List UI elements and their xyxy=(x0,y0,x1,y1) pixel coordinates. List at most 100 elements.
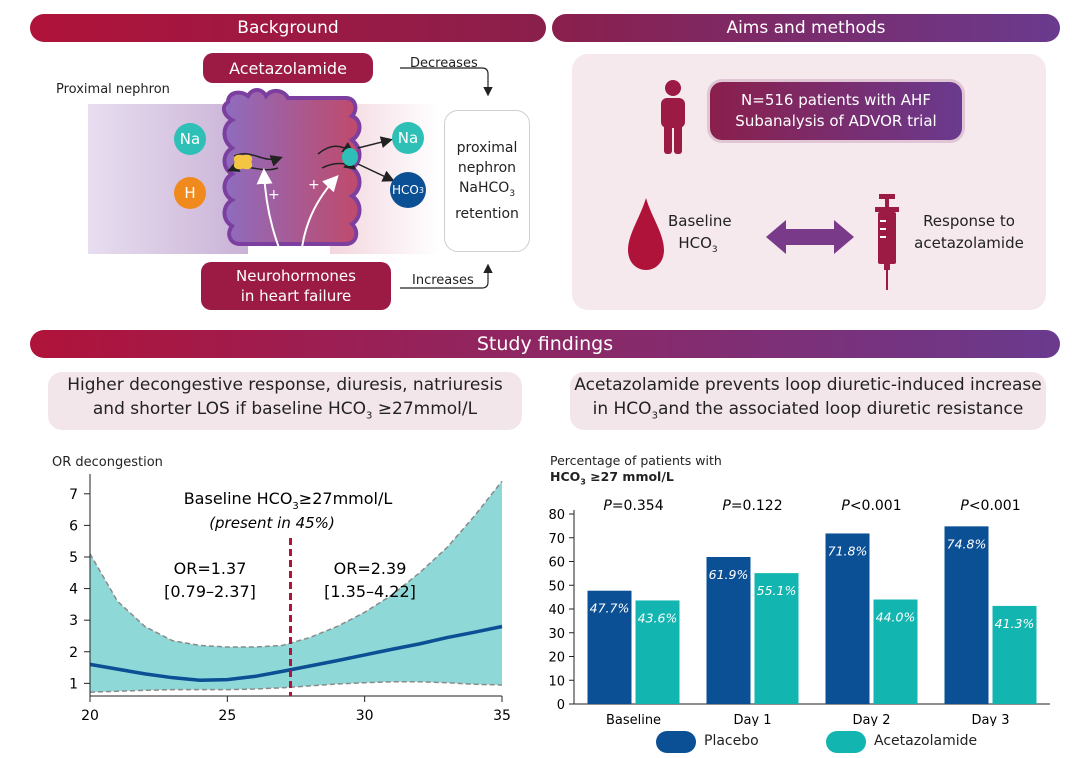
bar-acetazolamide xyxy=(635,600,680,704)
legend-acetazolamide-swatch xyxy=(826,731,866,753)
right-or-value: OR=2.39 xyxy=(334,559,407,578)
na-h-exchange-arrow-out xyxy=(227,160,279,172)
bidirectional-arrow-icon xyxy=(766,220,854,254)
y-tick-label: 4 xyxy=(69,582,78,598)
bar-placebo xyxy=(944,526,989,704)
response-label: Response to acetazolamide xyxy=(914,210,1024,254)
or-decongestion-chart: 1 2 3 4 5 6 7 20 25 30 35 Baseline HCO3≥27mmol/L (pr… xyxy=(69,474,511,724)
left-or-value: OR=1.37 xyxy=(174,559,247,578)
population-line-2: Subanalysis of ADVOR trial xyxy=(735,112,937,130)
bar-value-label: 55.1% xyxy=(757,583,797,598)
or-curve xyxy=(89,624,503,682)
exchanger-icon xyxy=(233,154,253,170)
bar-y-tick-label: 10 xyxy=(548,674,565,689)
legend-acetazolamide-label: Acetazolamide xyxy=(874,733,978,749)
x-tick-label: 35 xyxy=(493,708,511,724)
bar-category-label: Day 1 xyxy=(733,713,771,726)
baseline-line-1: Baseline xyxy=(668,212,732,230)
bar-chart-title: Percentage of patients with HCO3 ≥27 mmo… xyxy=(550,453,722,491)
p-value-label: P=0.122 xyxy=(722,498,782,514)
bar-y-tick-label: 20 xyxy=(548,651,565,666)
bar-category-label: Baseline xyxy=(606,713,661,726)
decreases-arrow xyxy=(400,67,493,97)
p-value-label: P<0.001 xyxy=(841,498,901,514)
aims-banner: Aims and methods xyxy=(552,14,1060,42)
bar-value-label: 74.8% xyxy=(947,536,987,551)
threshold-annotation: Baseline HCO3≥27mmol/L xyxy=(184,489,393,512)
y-tick-label: 2 xyxy=(69,645,78,661)
x-tick-label: 20 xyxy=(81,708,99,724)
y-tick-label: 1 xyxy=(69,676,78,692)
blood-drop-icon xyxy=(628,198,664,270)
lumen-region xyxy=(88,104,248,254)
syringe-icon xyxy=(875,194,899,290)
bar-value-label: 41.3% xyxy=(995,616,1035,631)
hco3-ion: HCO 3 xyxy=(390,172,426,208)
bar-y-tick-label: 70 xyxy=(548,532,565,547)
neurohormone-arrow-right xyxy=(299,175,339,275)
y-tick-label: 3 xyxy=(69,613,78,629)
bar-y-tick-label: 60 xyxy=(548,556,565,571)
finding-right-line-1: Acetazolamide prevents loop diuretic-ind… xyxy=(574,375,1042,396)
neurohormones-line-1: Neurohormones xyxy=(236,267,356,285)
hco3-ion-label: HCO xyxy=(392,183,419,197)
findings-banner: Study findings xyxy=(30,330,1060,358)
na-h-exchange-arrow-in xyxy=(233,153,283,167)
bar-category-label: Day 3 xyxy=(971,713,1009,726)
bar-value-label: 43.6% xyxy=(638,610,678,625)
p-value-label: P<0.001 xyxy=(960,498,1020,514)
finding-right-line-2: in HCO3and the associated loop diuretic … xyxy=(592,399,1024,422)
finding-left-line-2: and shorter LOS if baseline HCO3 ≥27mmol… xyxy=(92,399,478,422)
upper-ci-line xyxy=(89,480,503,648)
bar-y-tick-label: 0 xyxy=(557,698,565,713)
bar-y-tick-label: 80 xyxy=(548,508,565,523)
bar-acetazolamide xyxy=(873,599,918,704)
finding-right: Acetazolamide prevents loop diuretic-ind… xyxy=(570,372,1046,430)
tubular-cell xyxy=(221,88,362,246)
neurohormones-line-2: in heart failure xyxy=(240,287,352,305)
y-tick-label: 7 xyxy=(69,487,78,503)
population-line-1: N=516 patients with AHF xyxy=(741,91,931,109)
hco3-bar-chart: 0 10 20 30 40 50 60 70 80 47.7% 43.6% Baseline P=0.3… xyxy=(548,498,1050,726)
x-tick-label: 25 xyxy=(218,708,236,724)
x-tick-label: 30 xyxy=(356,708,374,724)
increases-label: Increases xyxy=(412,273,474,288)
left-or-ci: [0.79–2.37] xyxy=(164,582,256,601)
na-ion-left: Na xyxy=(174,123,206,155)
bar-chart-title-line-1: Percentage of patients with xyxy=(550,453,722,468)
finding-left-line-1: Higher decongestive response, diuresis, … xyxy=(67,375,503,396)
legend-placebo-swatch xyxy=(656,731,696,753)
bar-acetazolamide xyxy=(754,573,799,704)
plus-right: + xyxy=(308,177,320,193)
bar-placebo xyxy=(706,556,751,704)
p-value-label: P=0.354 xyxy=(603,498,663,514)
retention-box: proximal nephron NaHCO3 retention xyxy=(444,110,530,252)
bar-value-label: 61.9% xyxy=(709,567,749,582)
plus-left: + xyxy=(268,187,280,203)
bar-category-label: Day 2 xyxy=(852,713,890,726)
lower-ci-line xyxy=(89,681,503,693)
bar-acetazolamide xyxy=(992,605,1037,704)
bar-chart-title-line-2: HCO3 ≥27 mmol/L xyxy=(550,469,674,487)
retention-line-1: proximal xyxy=(456,140,518,157)
retention-line-4: retention xyxy=(455,205,519,222)
aims-banner-label: Aims and methods xyxy=(726,18,886,38)
confidence-band xyxy=(90,481,502,693)
proximal-nephron-label: Proximal nephron xyxy=(56,82,170,97)
or-chart-ylabel: OR decongestion xyxy=(52,455,163,470)
legend-placebo-label: Placebo xyxy=(704,733,759,749)
neurohormones-label: Neurohormones in heart failure xyxy=(201,262,391,310)
increases-arrow xyxy=(400,263,493,289)
h-ion: H xyxy=(174,177,206,209)
finding-left: Higher decongestive response, diuresis, … xyxy=(48,372,522,430)
na-ion-right: Na xyxy=(392,122,424,154)
findings-banner-label: Study findings xyxy=(476,333,614,355)
response-line-2: acetazolamide xyxy=(914,234,1024,252)
bar-placebo xyxy=(825,533,870,704)
retention-line-3: NaHCO3 xyxy=(458,180,516,199)
y-tick-label: 6 xyxy=(69,518,78,534)
bar-y-tick-label: 40 xyxy=(548,603,565,618)
decreases-label: Decreases xyxy=(410,56,478,71)
bar-value-label: 71.8% xyxy=(828,543,868,558)
na-ion-right-label: Na xyxy=(397,129,419,147)
